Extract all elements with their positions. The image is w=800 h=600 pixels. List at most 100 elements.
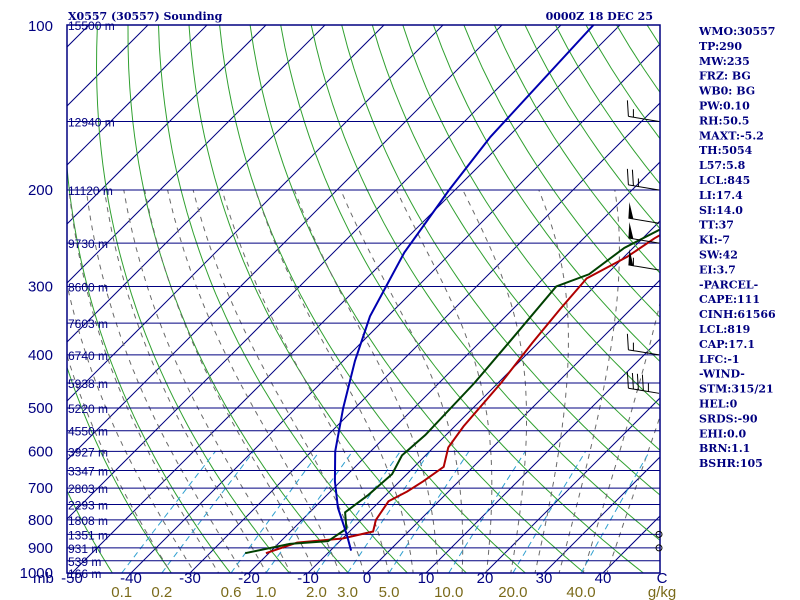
temperature-tick-label: 40 [595, 570, 612, 587]
stability-index-line: PW:0.10 [699, 100, 750, 113]
isotherm-line [71, 25, 621, 573]
mixing-ratio-label: 0.1 [111, 584, 132, 600]
stability-index-line: L57:5.8 [699, 159, 746, 172]
sounding-profile-3 [333, 25, 595, 551]
height-label: 2803 m [68, 482, 108, 496]
wind-barb-staff [628, 387, 660, 394]
moist-adiabat-line [558, 189, 620, 573]
wind-barb [628, 221, 660, 244]
moist-adiabat-line [68, 189, 220, 573]
moist-adiabat-line [395, 189, 493, 573]
moist-adiabat-line [123, 189, 292, 573]
moist-adiabat-line [103, 189, 268, 573]
stability-index-line: -PARCEL- [699, 278, 758, 291]
temperature-tick-label: -20 [238, 570, 260, 587]
stability-index-line: LCL:845 [699, 174, 750, 187]
mixing-ratio-label: 1.0 [255, 584, 276, 600]
wind-barb [655, 530, 663, 538]
mixing-ratio-line [121, 451, 216, 573]
wind-barb [628, 202, 660, 224]
pressure-tick-label: 600 [28, 443, 53, 460]
stability-index-line: LCL:819 [699, 323, 750, 336]
wind-barb-staff [628, 264, 660, 271]
pressure-axis-label: mb [33, 570, 54, 587]
wind-barb-flag [626, 333, 629, 350]
height-label: 9730 m [68, 237, 108, 251]
wind-barb-flag [641, 374, 644, 391]
height-label: 1351 m [68, 528, 108, 542]
wind-barb-staff [628, 115, 660, 122]
wind-barb-flag [626, 372, 629, 389]
mixing-ratio-label: 0.2 [151, 584, 172, 600]
temperature-tick-label: 0 [363, 570, 371, 587]
stability-index-line: RH:50.5 [699, 114, 749, 127]
stability-index-line: TP:290 [699, 40, 742, 53]
wind-barb [626, 168, 660, 191]
wind-barb-flag [636, 373, 639, 390]
sounding-profile-1 [265, 233, 660, 555]
height-label: 166 m [68, 567, 101, 581]
wind-barb-staff [628, 237, 660, 244]
pressure-tick-label: 900 [28, 540, 53, 557]
stability-index-line: FRZ: BG [699, 70, 751, 83]
height-label: 15500 m [68, 19, 115, 33]
moist-adiabat-line [606, 415, 660, 573]
temperature-tick-label: 10 [418, 570, 435, 587]
dry-adiabat-line [188, 25, 467, 573]
height-label: 2293 m [68, 499, 108, 513]
mixing-ratio-line [388, 451, 470, 573]
temperature-tick-label: 20 [477, 570, 494, 587]
height-label: 12940 m [68, 115, 115, 129]
stability-index-line: LI:17.4 [699, 189, 743, 202]
stability-index-line: WMO:30557 [698, 25, 775, 38]
wind-barb [626, 333, 660, 356]
dry-adiabat-line [769, 25, 800, 573]
plot-frame [66, 24, 661, 574]
mixing-ratio-label: 2.0 [306, 584, 327, 600]
height-label: 1808 m [68, 514, 108, 528]
height-label: 931 m [68, 542, 101, 556]
dry-adiabat-line [585, 25, 660, 140]
dry-adiabat-line [158, 25, 408, 573]
wind-barb-flag [631, 169, 634, 186]
moist-adiabat-line [462, 189, 527, 573]
moist-adiabat-line [144, 189, 316, 573]
isotherm-line [130, 43, 660, 573]
moist-adiabat-line [67, 353, 172, 573]
mixing-ratio-label: 20.0 [498, 584, 527, 600]
moist-adiabat-line [254, 189, 414, 573]
isotherm-line [67, 25, 562, 520]
wind-barb [626, 100, 660, 122]
moist-adiabat-line [582, 301, 660, 573]
height-label: 5220 m [68, 402, 108, 416]
dry-adiabat-line [555, 25, 660, 185]
isotherm-line [307, 220, 660, 573]
pressure-tick-label: 700 [28, 480, 53, 497]
moist-adiabat-line [340, 189, 464, 573]
stability-index-line: CAPE:111 [699, 293, 760, 306]
temperature-tick-label: -40 [120, 570, 142, 587]
isotherm-line [366, 279, 660, 573]
isotherm-line [189, 102, 660, 573]
wind-barb-flag [626, 100, 629, 117]
mixing-ratio-label: 3.0 [337, 584, 358, 600]
mixing-ratio-label: g/kg [648, 584, 676, 600]
height-label: 11120 m [68, 184, 113, 198]
dry-adiabat-line [310, 25, 660, 541]
stability-index-line: EI:3.7 [699, 263, 736, 276]
wind-barb-pennant [628, 248, 634, 266]
isotherm-line [543, 456, 660, 573]
pressure-tick-label: 200 [28, 182, 53, 199]
stability-index-line: CINH:61566 [699, 308, 776, 321]
height-label: 3927 m [68, 445, 108, 459]
stability-index-line: EHI:0.0 [699, 427, 746, 440]
pressure-tick-label: 500 [28, 400, 53, 417]
calm-wind-circle [655, 530, 663, 538]
calm-wind-circle [655, 544, 663, 552]
mixing-ratio-label: 0.6 [221, 584, 242, 600]
height-label: 4550 m [68, 425, 108, 439]
pressure-tick-label: 1000 [20, 565, 53, 582]
sounding-profile-2 [244, 228, 660, 555]
